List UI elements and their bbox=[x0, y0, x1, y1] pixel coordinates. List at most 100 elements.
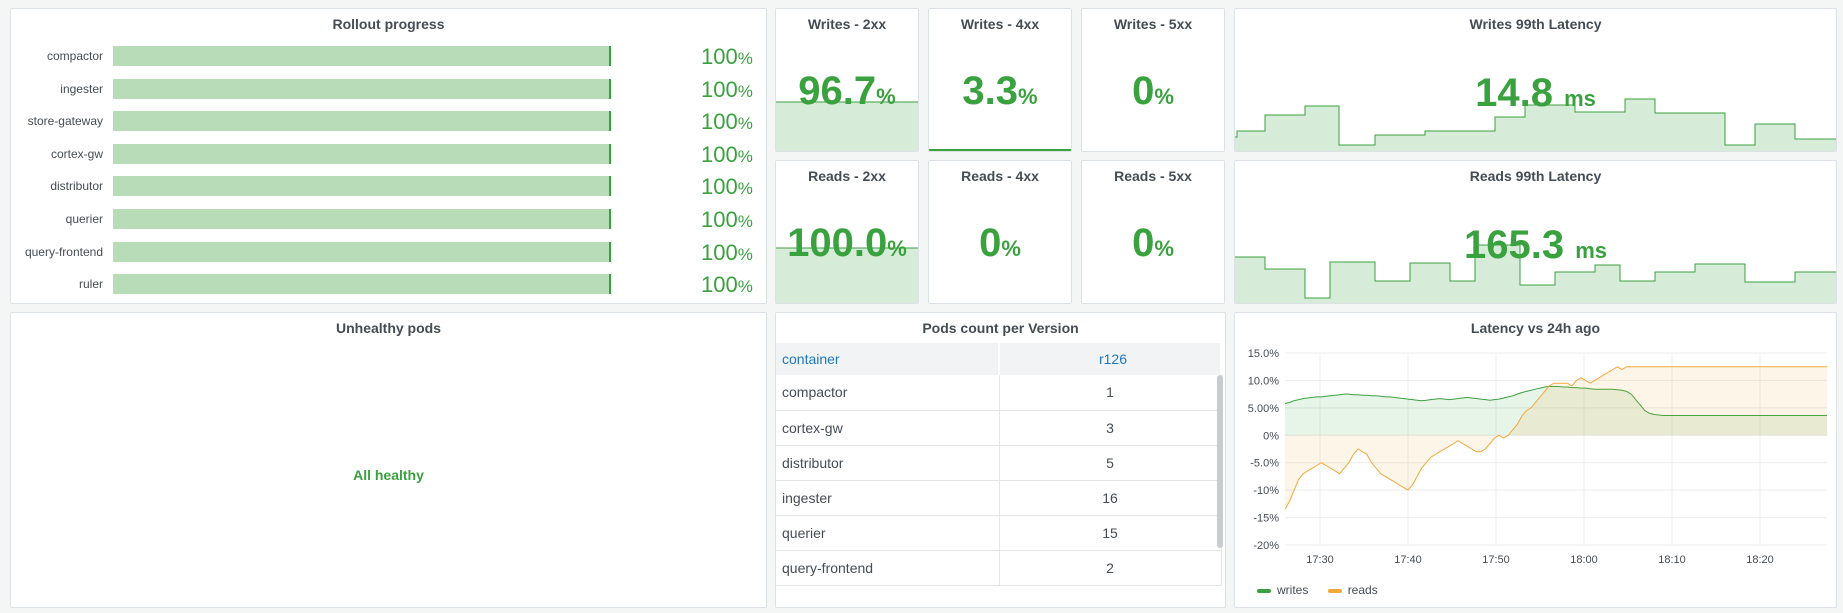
y-tick-label: -20% bbox=[1253, 540, 1279, 552]
stat-value: 14.8 ms bbox=[1475, 71, 1596, 115]
rollout-row: ruler 100% bbox=[11, 272, 766, 298]
rollout-label: compactor bbox=[46, 49, 103, 63]
y-tick-label: 5.00% bbox=[1248, 403, 1279, 415]
legend-label-reads[interactable]: reads bbox=[1347, 583, 1378, 597]
pods-count-panel: Pods count per Version container r126 co… bbox=[775, 312, 1226, 608]
rollout-bar bbox=[113, 274, 611, 295]
stat-value: 100.0% bbox=[787, 221, 907, 265]
rollout-bar bbox=[113, 209, 611, 229]
rollout-row: query-frontend 100% bbox=[11, 239, 766, 265]
rollout-bar bbox=[113, 176, 611, 197]
latency-chart: 15.0% 10.0% 5.00% 0% -5.0% -10% -15% -20% 17:30 1… bbox=[1248, 348, 1827, 566]
cell-count: 15 bbox=[999, 515, 1222, 551]
rollout-label: store-gateway bbox=[27, 114, 103, 129]
sparkline-fill bbox=[776, 248, 918, 303]
x-tick-label: 18:10 bbox=[1658, 554, 1686, 566]
table-row: querier 15 bbox=[776, 515, 1222, 551]
chart-legend: writes reads bbox=[1257, 583, 1378, 597]
reads-4xx-panel: Reads - 4xx 0% bbox=[928, 160, 1072, 304]
writes-4xx-panel: Writes - 4xx 3.3% bbox=[928, 8, 1072, 152]
table-row: compactor 1 bbox=[776, 375, 1222, 411]
table-header-row: container r126 bbox=[776, 343, 1222, 375]
rollout-value: 100% bbox=[701, 207, 753, 232]
rollout-label: query-frontend bbox=[24, 244, 103, 259]
rollout-row: cortex-gw 100% bbox=[11, 142, 766, 167]
rollout-row: distributor 100% bbox=[11, 174, 766, 200]
cell-count: 16 bbox=[999, 480, 1222, 516]
writes-2xx-panel: Writes - 2xx 96.7% bbox=[775, 8, 919, 152]
panel-title: Pods count per Version bbox=[922, 320, 1079, 336]
rollout-label: distributor bbox=[50, 179, 103, 194]
column-header-container[interactable]: container bbox=[776, 343, 1000, 375]
y-tick-label: 15.0% bbox=[1248, 348, 1279, 360]
stat-value: 0% bbox=[1132, 69, 1174, 113]
stat-value: 165.3 ms bbox=[1463, 223, 1608, 267]
rollout-row: querier 100% bbox=[11, 207, 766, 232]
panel-title: Writes - 5xx bbox=[1113, 16, 1193, 32]
unhealthy-pods-panel: Unhealthy pods All healthy bbox=[10, 312, 767, 608]
x-tick-label: 17:40 bbox=[1394, 554, 1422, 566]
rollout-bar bbox=[113, 241, 611, 262]
reads-5xx-panel: Reads - 5xx 0% bbox=[1081, 160, 1225, 304]
rollout-row: store-gateway 100% bbox=[11, 109, 766, 135]
table-row: cortex-gw 3 bbox=[776, 410, 1222, 446]
rollout-bar bbox=[113, 46, 611, 66]
panel-title: Reads 99th Latency bbox=[1469, 168, 1602, 184]
rollout-value: 100% bbox=[701, 109, 753, 135]
rollout-value: 100% bbox=[701, 76, 753, 102]
legend-label-writes[interactable]: writes bbox=[1277, 583, 1309, 597]
panel-title: Reads - 2xx bbox=[808, 168, 886, 184]
y-tick-label: -5.0% bbox=[1250, 458, 1279, 470]
cell-container: query-frontend bbox=[776, 550, 1000, 586]
legend-swatch-writes bbox=[1257, 588, 1271, 593]
table-scrollbar[interactable] bbox=[1217, 375, 1223, 548]
pods-table: container r126 compactor 1 cortex-gw 3 distr… bbox=[776, 343, 1222, 586]
panel-title: Writes 99th Latency bbox=[1469, 16, 1602, 32]
cell-container: distributor bbox=[776, 445, 1000, 481]
panel-title: Rollout progress bbox=[332, 16, 445, 32]
rollout-bar bbox=[113, 143, 611, 164]
x-tick-label: 18:00 bbox=[1570, 554, 1598, 566]
panel-title: Latency vs 24h ago bbox=[1470, 320, 1601, 336]
series-area-writes bbox=[1285, 386, 1827, 436]
series-line-reads bbox=[1284, 366, 1827, 510]
y-tick-label: 10.0% bbox=[1248, 375, 1279, 387]
rollout-label: ingester bbox=[60, 81, 103, 96]
stat-value: 3.3% bbox=[962, 69, 1038, 113]
rollout-value: 100% bbox=[701, 44, 753, 69]
cell-count: 3 bbox=[999, 410, 1222, 446]
panel-title: Writes - 4xx bbox=[960, 16, 1040, 32]
rollout-progress-panel: Rollout progress compactor 100% ingester 10… bbox=[10, 8, 767, 304]
legend-swatch-reads bbox=[1327, 588, 1342, 593]
reads-latency-panel: Reads 99th Latency 165.3 ms bbox=[1234, 160, 1837, 304]
rollout-value: 100% bbox=[701, 174, 753, 200]
panel-title: Writes - 2xx bbox=[807, 16, 887, 32]
rollout-value: 100% bbox=[701, 272, 753, 298]
rollout-bar bbox=[113, 111, 611, 132]
sparkline-line bbox=[1235, 98, 1836, 146]
pods-table-body: compactor 1 cortex-gw 3 distributor 5 ingester… bbox=[776, 375, 1222, 586]
rollout-label: ruler bbox=[78, 277, 103, 292]
cell-container: compactor bbox=[776, 375, 1000, 411]
cell-container: querier bbox=[776, 515, 1000, 551]
panel-title: Reads - 5xx bbox=[1114, 168, 1192, 184]
rollout-value: 100% bbox=[701, 239, 753, 265]
writes-4xx-sparkline bbox=[929, 149, 1071, 151]
reads-2xx-panel: Reads - 2xx 100.0% bbox=[775, 160, 919, 304]
x-tick-label: 17:30 bbox=[1306, 554, 1334, 566]
column-header-version[interactable]: r126 bbox=[999, 343, 1222, 375]
series-line-writes bbox=[1284, 386, 1827, 416]
x-tick-label: 18:20 bbox=[1746, 554, 1774, 566]
table-row: ingester 16 bbox=[776, 480, 1222, 516]
panel-title: Reads - 4xx bbox=[961, 168, 1039, 184]
writes-latency-panel: Writes 99th Latency 14.8 ms bbox=[1234, 8, 1837, 152]
sparkline-fill bbox=[776, 102, 918, 151]
stat-value: 96.7% bbox=[798, 69, 896, 113]
rollout-bar bbox=[113, 78, 611, 99]
stat-value: 0% bbox=[1132, 221, 1174, 265]
cell-count: 2 bbox=[999, 550, 1222, 586]
table-row: query-frontend 2 bbox=[776, 550, 1222, 586]
cell-count: 5 bbox=[999, 445, 1222, 481]
all-healthy-message: All healthy bbox=[353, 467, 424, 483]
rollout-label: cortex-gw bbox=[50, 146, 103, 161]
